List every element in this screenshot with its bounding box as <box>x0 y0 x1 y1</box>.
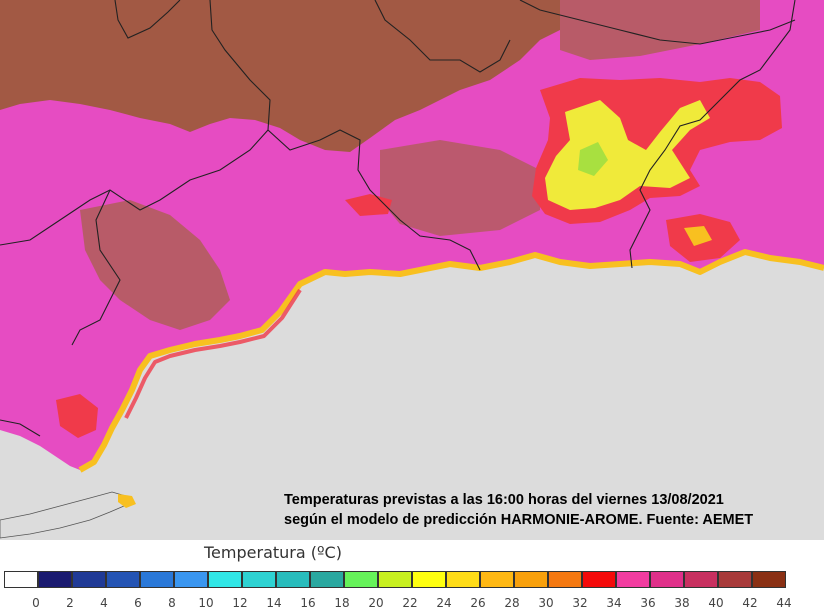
province-borders <box>0 0 796 437</box>
legend-tick-label: 36 <box>640 596 656 610</box>
legend-swatch <box>752 571 786 588</box>
legend-swatch <box>514 571 548 588</box>
legend-swatches <box>4 571 820 588</box>
legend-swatch <box>344 571 378 588</box>
legend-tick-label: 24 <box>436 596 452 610</box>
caption-line-1: Temperaturas previstas a las 16:00 horas… <box>284 492 724 508</box>
legend-swatch <box>684 571 718 588</box>
legend-tick-label: 26 <box>470 596 486 610</box>
legend-tick-label: 16 <box>300 596 316 610</box>
hot-zone-core <box>578 142 608 176</box>
legend-tick-label: 0 <box>32 596 40 610</box>
africa-hot-spot <box>118 494 136 508</box>
hot-patch-west <box>56 394 98 438</box>
legend-tick-label: 22 <box>402 596 418 610</box>
land-plateau-patch-3 <box>560 0 760 60</box>
legend-swatch <box>412 571 446 588</box>
legend-ticks: 0 2 4 6 8 10 12 14 16 18 20 22 24 26 28 30 32 34 36 38 40 42 4… <box>4 596 820 612</box>
legend-swatch <box>4 571 38 588</box>
legend-swatch <box>480 571 514 588</box>
legend-tick-label: 8 <box>168 596 176 610</box>
legend-swatch <box>582 571 616 588</box>
legend-swatch <box>106 571 140 588</box>
legend-tick-label: 44 <box>776 596 792 610</box>
caption-line-2: según el modelo de predicción HARMONIE-A… <box>284 512 754 528</box>
legend-tick-label: 2 <box>66 596 74 610</box>
coastal-fringe <box>78 249 824 473</box>
legend-tick-label: 4 <box>100 596 108 610</box>
hot-patch-east-yellow <box>684 226 712 246</box>
legend-swatch <box>616 571 650 588</box>
legend-tick-label: 14 <box>266 596 282 610</box>
legend-tick-label: 38 <box>674 596 690 610</box>
legend-tick-label: 20 <box>368 596 384 610</box>
land-plateau <box>0 0 560 152</box>
legend-tick-label: 28 <box>504 596 520 610</box>
legend-tick-label: 34 <box>606 596 622 610</box>
legend-tick-label: 40 <box>708 596 724 610</box>
legend-swatch <box>446 571 480 588</box>
map-canvas <box>0 0 824 540</box>
legend-swatch <box>548 571 582 588</box>
hot-zone-yellow <box>545 100 710 210</box>
legend-swatch <box>378 571 412 588</box>
legend-tick-label: 12 <box>232 596 248 610</box>
legend-swatch <box>174 571 208 588</box>
legend-tick-label: 30 <box>538 596 554 610</box>
temperature-map <box>0 0 824 540</box>
legend-swatch <box>208 571 242 588</box>
legend-swatch <box>140 571 174 588</box>
legend-swatch <box>718 571 752 588</box>
legend-swatch <box>38 571 72 588</box>
coastal-fringe-red <box>124 288 302 419</box>
legend-tick-label: 42 <box>742 596 758 610</box>
legend-tick-label: 10 <box>198 596 214 610</box>
temperature-legend: Temperatura (ºC) 0 2 4 6 8 10 12 14 16 18 20 22 24 26… <box>0 540 824 614</box>
legend-swatch <box>310 571 344 588</box>
land-plateau-patch <box>80 200 230 330</box>
legend-tick-label: 18 <box>334 596 350 610</box>
legend-title: Temperatura (ºC) <box>204 543 342 562</box>
forecast-caption: Temperaturas previstas a las 16:00 horas… <box>284 490 820 530</box>
legend-swatch <box>650 571 684 588</box>
legend-swatch <box>72 571 106 588</box>
legend-tick-label: 32 <box>572 596 588 610</box>
land-plateau-patch-2 <box>380 140 540 236</box>
legend-tick-label: 6 <box>134 596 142 610</box>
legend-swatch <box>242 571 276 588</box>
legend-swatch <box>276 571 310 588</box>
